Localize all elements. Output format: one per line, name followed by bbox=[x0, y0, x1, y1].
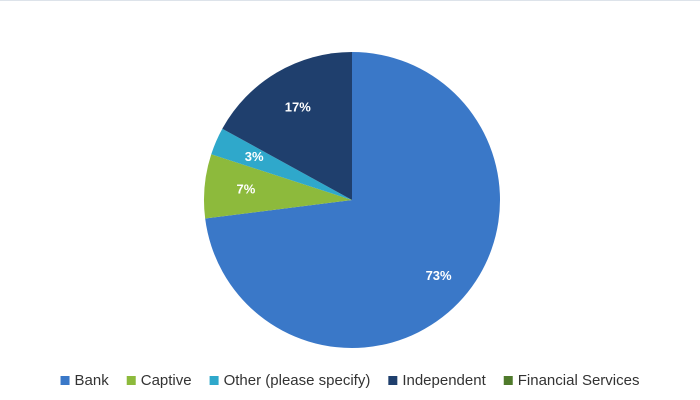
legend-swatch bbox=[60, 376, 70, 385]
data-label: 7% bbox=[237, 181, 256, 196]
legend-swatch bbox=[126, 376, 136, 385]
legend-label: Other (please specify) bbox=[224, 372, 371, 389]
legend-label: Captive bbox=[141, 372, 192, 389]
legend-label: Independent bbox=[402, 372, 486, 389]
legend-swatch bbox=[388, 376, 398, 385]
pie-slice bbox=[204, 154, 352, 219]
data-label: 73% bbox=[426, 268, 452, 283]
pie-slice bbox=[211, 128, 352, 200]
legend-label: Financial Services bbox=[518, 372, 640, 389]
legend-label: Bank bbox=[75, 372, 110, 389]
legend-swatch bbox=[503, 376, 513, 385]
data-label: 3% bbox=[245, 149, 264, 164]
pie-slice bbox=[222, 52, 352, 200]
legend-swatch bbox=[209, 376, 219, 385]
pie-slice bbox=[205, 52, 500, 348]
data-label: 17% bbox=[285, 100, 311, 115]
